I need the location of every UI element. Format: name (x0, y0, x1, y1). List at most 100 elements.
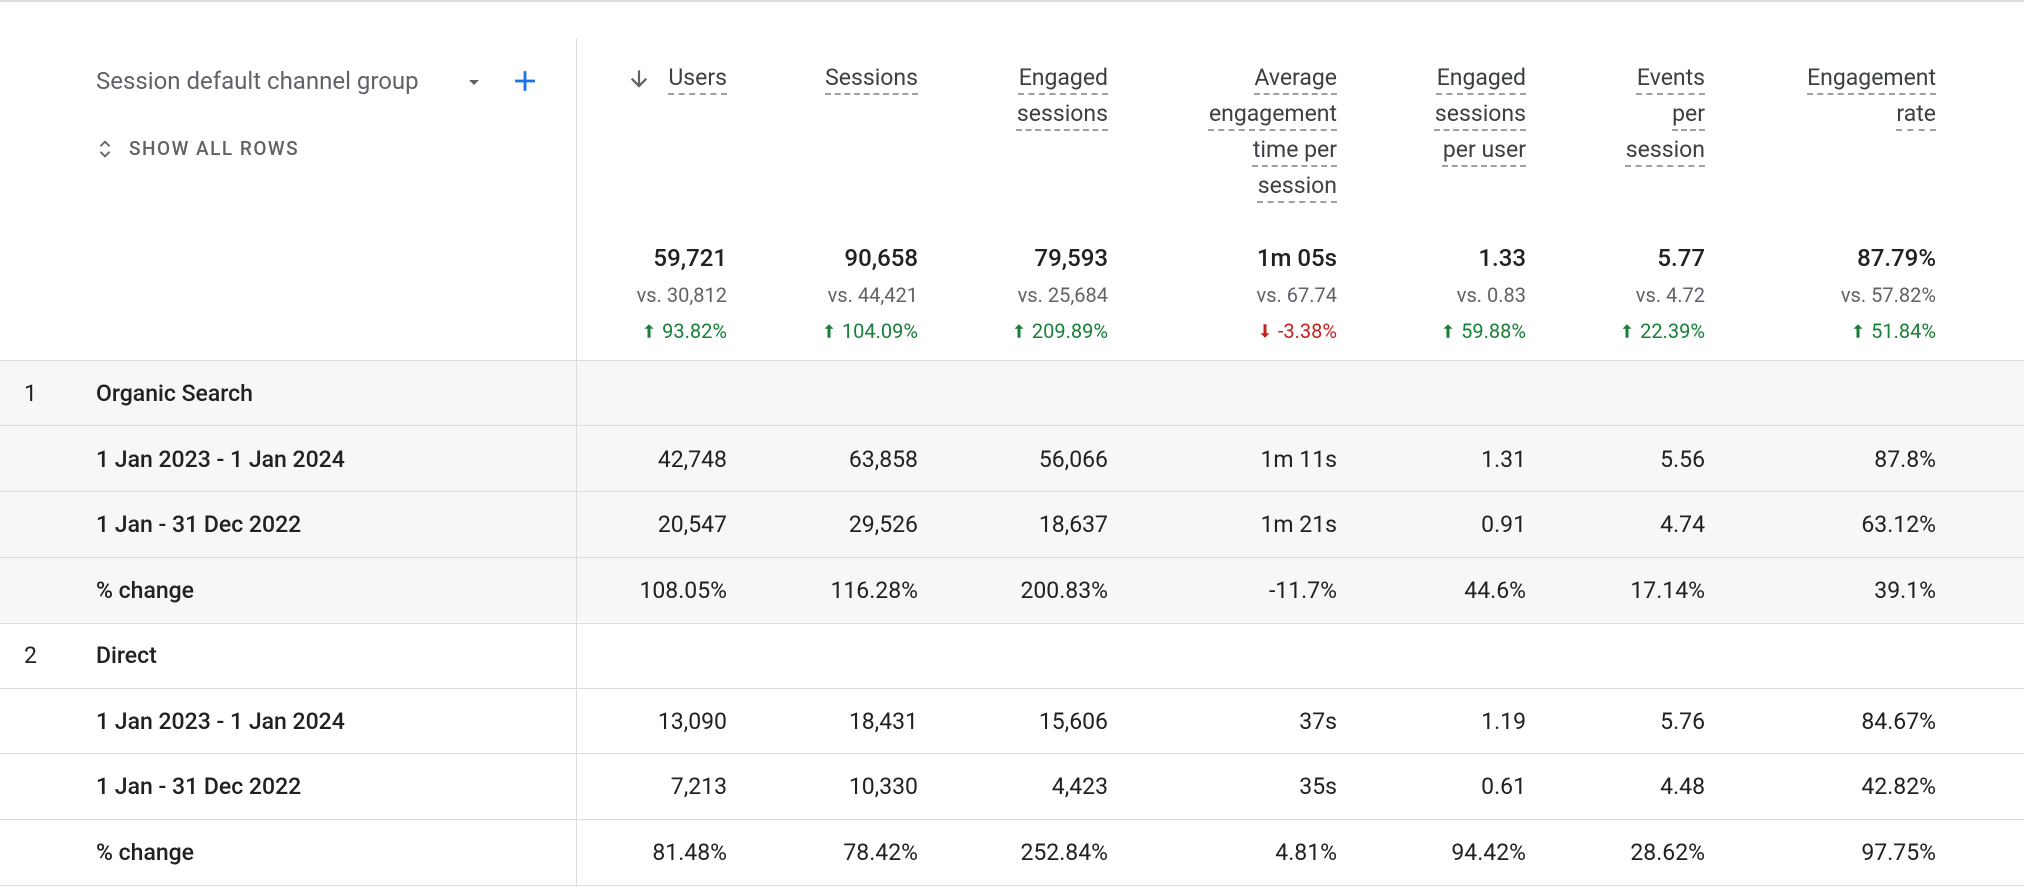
divider (576, 38, 577, 885)
trend-arrow-svg (1443, 324, 1453, 338)
total-value: 1m 05s (1256, 244, 1337, 272)
cell-value: 18,431 (848, 707, 918, 735)
cell-value: 18,637 (1038, 511, 1108, 538)
total-change: -3.38% (1277, 319, 1337, 343)
cell-value: 87.8% (1874, 445, 1936, 473)
trend-arrow-svg (1260, 324, 1270, 338)
row-divider (0, 753, 2024, 754)
total-change: 209.89% (1031, 319, 1108, 343)
total-compare: vs. 44,421 (827, 283, 918, 307)
total-compare: vs. 0.83 (1456, 283, 1526, 307)
add-dimension-svg (515, 71, 535, 91)
cell-value: 84.67% (1861, 707, 1936, 735)
dropdown-icon[interactable] (462, 70, 486, 94)
row-divider (0, 819, 2024, 820)
row-divider (0, 360, 2024, 361)
row-label: % change (96, 576, 194, 604)
total-change: 51.84% (1871, 319, 1936, 343)
column-header[interactable]: Engaged sessions per user (1434, 64, 1526, 163)
total-change: 59.88% (1461, 319, 1526, 343)
trend-arrow (1010, 320, 1028, 342)
cell-value: 20,547 (657, 511, 727, 538)
trend-arrow-svg (824, 324, 834, 338)
trend-arrow-svg (1014, 324, 1024, 338)
cell-value: 94.42% (1451, 838, 1526, 866)
add-dimension[interactable] (508, 64, 542, 98)
row-divider (0, 688, 2024, 689)
total-value: 5.77 (1657, 244, 1705, 272)
cell-value: 13,090 (657, 707, 727, 735)
column-header[interactable]: Events per session (1625, 64, 1705, 163)
total-compare: vs. 25,684 (1017, 283, 1108, 307)
cell-value: 116.28% (830, 576, 918, 604)
cell-value: 1m 11s (1260, 445, 1337, 473)
expand-icon[interactable] (94, 134, 116, 164)
column-header[interactable]: Sessions (825, 64, 918, 91)
trend-arrow-svg (1622, 324, 1632, 338)
cell-value: 5.76 (1660, 707, 1705, 735)
cell-value: 15,606 (1038, 707, 1108, 735)
cell-value: 63.12% (1861, 511, 1936, 538)
trend-arrow (640, 320, 658, 342)
cell-value: 7,213 (670, 773, 727, 800)
trend-arrow (1256, 320, 1274, 342)
column-header[interactable]: Engaged sessions (1016, 64, 1108, 127)
cell-value: 97.75% (1861, 838, 1936, 866)
cell-value: 4.81% (1275, 838, 1337, 866)
total-value: 90,658 (844, 244, 918, 272)
column-header[interactable]: Engagement rate (1807, 64, 1936, 127)
total-value: 1.33 (1478, 244, 1526, 272)
trend-arrow-svg (1853, 324, 1863, 338)
cell-value: -11.7% (1268, 576, 1337, 604)
row-label: 1 Jan 2023 - 1 Jan 2024 (96, 707, 345, 735)
cell-value: 42.82% (1861, 773, 1936, 800)
row-divider (0, 557, 2024, 558)
cell-value: 81.48% (652, 838, 727, 866)
cell-value: 63,858 (848, 445, 918, 473)
trend-arrow-svg (644, 324, 654, 338)
row-label: 1 Jan 2023 - 1 Jan 2024 (96, 445, 345, 473)
total-compare: vs. 30,812 (636, 283, 727, 307)
cell-value: 35s (1299, 773, 1337, 800)
column-header[interactable]: Users (668, 64, 727, 91)
dimension-label[interactable]: Session default channel group (96, 67, 419, 95)
row-name: Organic Search (96, 380, 253, 407)
row-index: 2 (24, 642, 37, 669)
cell-value: 108.05% (639, 576, 727, 604)
cell-value: 10,330 (848, 773, 918, 800)
cell-value: 252.84% (1020, 838, 1108, 866)
cell-value: 42,748 (657, 445, 727, 473)
cell-value: 5.56 (1660, 445, 1705, 473)
total-change: 22.39% (1640, 319, 1705, 343)
cell-value: 0.91 (1481, 511, 1526, 538)
trend-arrow (1849, 320, 1867, 342)
show-all-rows[interactable]: SHOW ALL ROWS (129, 137, 300, 160)
cell-value: 29,526 (848, 511, 918, 538)
cell-value: 4.48 (1660, 773, 1705, 800)
row-divider (0, 623, 2024, 624)
row-divider (0, 491, 2024, 492)
cell-value: 1m 21s (1260, 511, 1337, 538)
cell-value: 39.1% (1874, 576, 1936, 604)
total-compare: vs. 67.74 (1256, 283, 1337, 307)
column-header[interactable]: Average engagement time per session (1208, 64, 1337, 199)
sort-arrow[interactable] (626, 66, 652, 92)
row-label: 1 Jan - 31 Dec 2022 (96, 511, 302, 538)
cell-value: 1.19 (1481, 707, 1526, 735)
cell-value: 1.31 (1481, 445, 1526, 473)
total-compare: vs. 57.82% (1840, 283, 1936, 307)
total-value: 79,593 (1034, 244, 1108, 272)
row-label: % change (96, 838, 194, 866)
cell-value: 78.42% (843, 838, 918, 866)
total-change: 93.82% (662, 319, 727, 343)
expand-icon-svg (99, 140, 111, 158)
row-divider (0, 885, 2024, 886)
total-compare: vs. 4.72 (1635, 283, 1705, 307)
cell-value: 17.14% (1630, 576, 1705, 604)
cell-value: 37s (1299, 707, 1337, 735)
trend-arrow (1439, 320, 1457, 342)
row-divider (0, 425, 2024, 426)
cell-value: 200.83% (1020, 576, 1108, 604)
total-value: 59,721 (653, 244, 727, 272)
